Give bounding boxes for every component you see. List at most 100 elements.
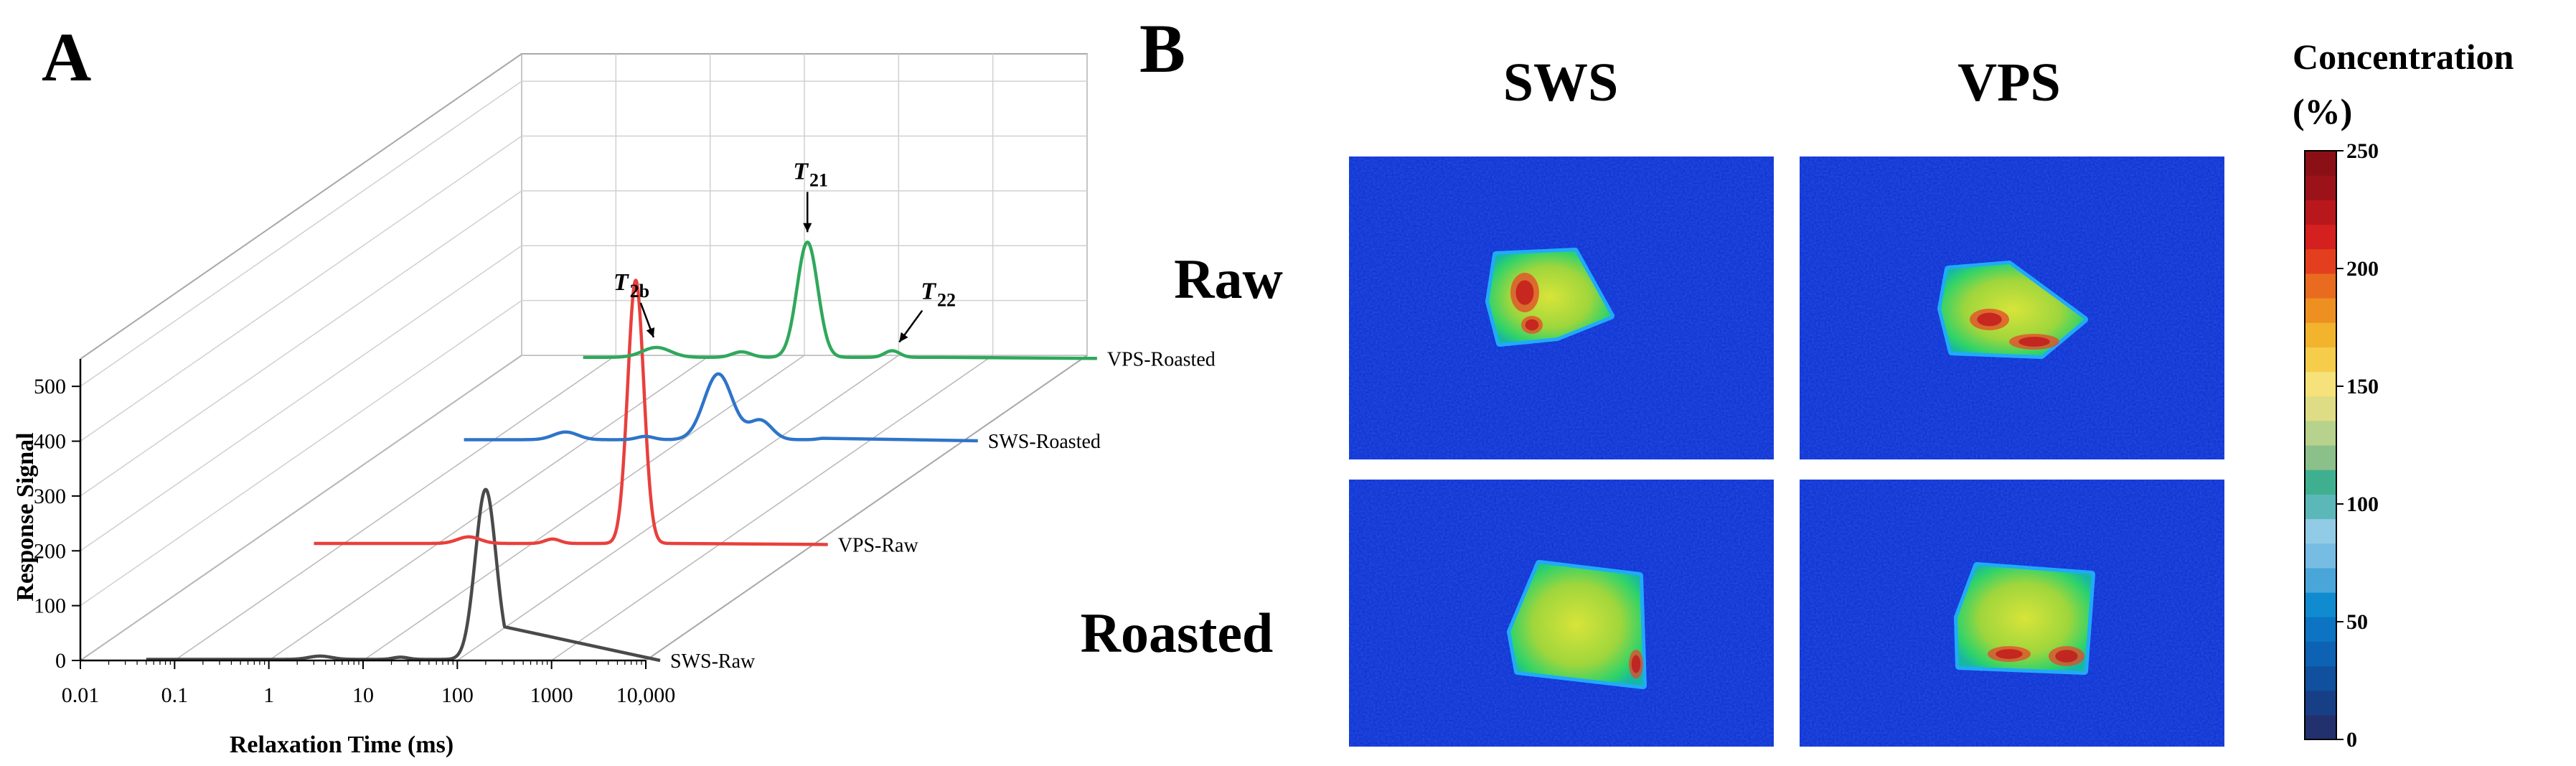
- colorbar-unit: (%): [2293, 91, 2352, 131]
- side-wall-top-edge: [80, 53, 522, 360]
- side-wall-depth-line: [80, 190, 522, 497]
- colorbar-segment: [2305, 494, 2336, 520]
- axes: 0.01 0.1 1 10 100 1000 10,000 0 100 200 300 400 500: [34, 359, 675, 707]
- colorbar-segment: [2305, 322, 2336, 347]
- peak-concentration-spot: [1996, 649, 2023, 659]
- x-tick-label: 10: [352, 683, 374, 707]
- concentration-maps: SWS VPS Raw Roasted Concentration (%) 0 5…: [1081, 37, 2514, 752]
- column-header-vps: VPS: [1957, 52, 2061, 113]
- series-label-vps-raw: VPS-Raw: [838, 535, 919, 557]
- peak-concentration-spot: [2018, 337, 2050, 347]
- colorbar-segment: [2305, 248, 2336, 274]
- annotation-subscript: 22: [937, 290, 956, 311]
- colorbar-segment: [2305, 200, 2336, 225]
- colorbar-tick-label: 50: [2346, 610, 2368, 634]
- side-wall-depth-line: [80, 300, 522, 607]
- peak-concentration-spot: [1515, 280, 1534, 305]
- side-wall-depth-line: [80, 80, 522, 387]
- colorbar-segment: [2305, 714, 2336, 740]
- series-label-vps-roasted: VPS-Roasted: [1107, 348, 1216, 370]
- colorbar-tick-label: 150: [2346, 375, 2379, 398]
- colorbar-segment: [2305, 518, 2336, 544]
- series-line-sws-roasted: [463, 372, 978, 443]
- row-header-roasted: Roasted: [1081, 602, 1274, 664]
- x-tick-label: 1000: [530, 683, 573, 707]
- map-cell-sws-roasted: [1349, 480, 1774, 747]
- map-cell-sws-raw: [1349, 157, 1774, 459]
- side-wall-depth-line: [80, 245, 522, 551]
- floor-depth-line: [362, 355, 805, 661]
- annotation-symbol: T: [921, 279, 936, 305]
- colorbar-segment: [2305, 617, 2336, 642]
- floor-depth-line: [551, 355, 994, 661]
- floor-depth-line: [456, 355, 899, 661]
- colorbar-segment: [2305, 470, 2336, 495]
- series-label-sws-roasted: SWS-Roasted: [988, 431, 1101, 453]
- colorbar-segment: [2305, 396, 2336, 421]
- colorbar-segment: [2305, 224, 2336, 250]
- floor-depth-line: [174, 355, 616, 661]
- colorbar: Concentration (%) 0 50 100 150 200 250: [2293, 37, 2514, 752]
- map-cells: [1349, 157, 2224, 747]
- colorbar-tick-label: 200: [2346, 257, 2379, 281]
- colorbar-segment: [2305, 543, 2336, 569]
- series-line-sws-raw: [145, 487, 661, 663]
- colorbar-segment: [2305, 592, 2336, 617]
- annotation-arrowhead: [646, 327, 655, 337]
- colorbar-tick-label: 100: [2346, 492, 2379, 516]
- y-tick-label: 300: [34, 485, 66, 508]
- colorbar-segment: [2305, 273, 2336, 299]
- colorbar-segment: [2305, 445, 2336, 470]
- annotation-subscript: 21: [809, 169, 828, 190]
- y-tick-label: 100: [34, 594, 66, 618]
- x-tick-label: 0.1: [161, 683, 189, 707]
- sample-region: [1510, 564, 1643, 686]
- colorbar-tick-label: 250: [2346, 139, 2379, 163]
- colorbar-segment: [2305, 371, 2336, 397]
- x-tick-label: 100: [441, 683, 474, 707]
- floor-grid: [80, 355, 1088, 661]
- floor-right-edge: [645, 355, 1088, 661]
- annotation-label: T21: [793, 158, 828, 190]
- x-axis-title: Relaxation Time (ms): [230, 732, 453, 758]
- sample-region: [1957, 566, 2092, 671]
- y-axis-title: Response Signal: [12, 432, 39, 601]
- floor-depth-line: [80, 355, 522, 661]
- annotation-arrowhead: [899, 332, 908, 342]
- colorbar-segment: [2305, 298, 2336, 323]
- peak-concentration-spot: [1525, 319, 1539, 331]
- annotation-label: T2b: [614, 269, 649, 302]
- colorbar-segment: [2305, 567, 2336, 593]
- row-header-raw: Raw: [1174, 248, 1283, 310]
- side-wall-depth-line: [80, 135, 522, 442]
- peak-concentration-spot: [1631, 655, 1641, 673]
- annotation-label: T22: [921, 279, 956, 311]
- series-labels: SWS-Raw VPS-Raw SWS-Roasted VPS-Roasted: [670, 348, 1216, 673]
- sample-region: [1941, 264, 2084, 355]
- x-tick-label: 1: [263, 683, 274, 707]
- y-tick-label: 400: [34, 430, 66, 454]
- x-tick-label: 0.01: [62, 683, 100, 707]
- colorbar-title: Concentration: [2293, 37, 2514, 77]
- peak-concentration-spot: [2055, 650, 2078, 663]
- panel-letter-b: B: [1139, 10, 1185, 87]
- annotation-symbol: T: [614, 269, 629, 296]
- colorbar-frame: [2304, 150, 2337, 740]
- colorbar-tick-label: 0: [2346, 728, 2357, 752]
- x-tick-label: 10,000: [616, 683, 676, 707]
- colorbar-segment: [2305, 420, 2336, 446]
- colorbar-segment: [2305, 175, 2336, 200]
- y-tick-label: 200: [34, 539, 66, 563]
- map-cell-vps-roasted: [1800, 480, 2224, 747]
- colorbar-segment: [2305, 690, 2336, 716]
- annotation-subscript: 2b: [630, 281, 649, 302]
- sample-region: [1489, 251, 1611, 343]
- y-tick-label: 0: [55, 649, 66, 673]
- colorbar-segment: [2305, 641, 2336, 667]
- colorbar-segment: [2305, 347, 2336, 373]
- series-lines: [145, 240, 1097, 663]
- peak-concentration-spot: [1977, 312, 2002, 327]
